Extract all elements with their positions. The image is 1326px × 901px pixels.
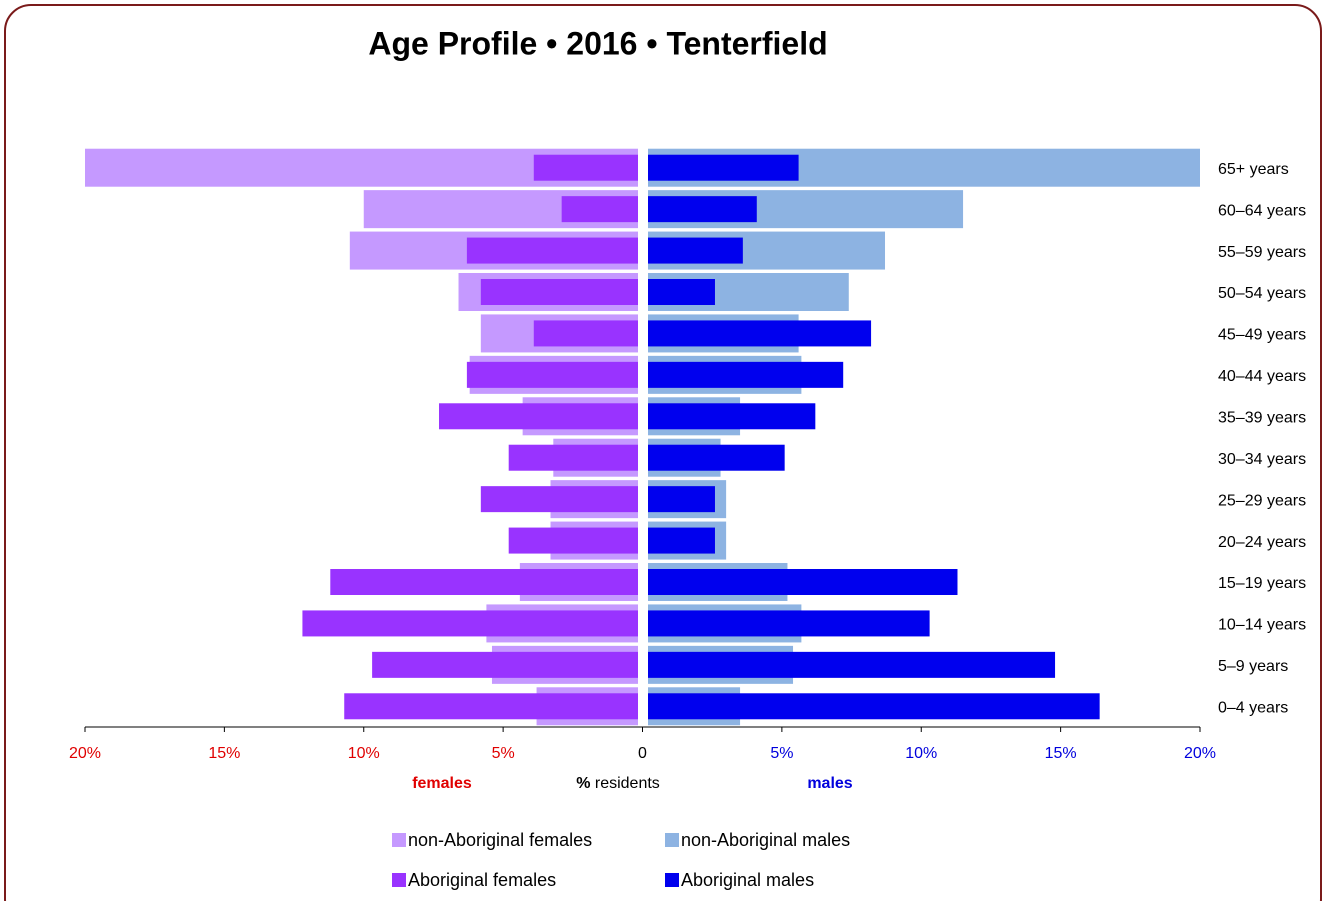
bar	[642, 569, 958, 595]
x-tick-label: 15%	[208, 745, 240, 762]
bar	[508, 444, 643, 471]
chart-title: Age Profile • 2016 • Tenterfield	[368, 25, 827, 61]
legend-swatch	[665, 833, 679, 847]
x-tick-label: 5%	[770, 745, 793, 762]
category-label: 40–44 years	[1218, 368, 1306, 385]
bar	[480, 279, 643, 305]
bar	[533, 154, 643, 181]
bar	[302, 610, 643, 637]
x-axis-label: % residents	[576, 775, 660, 792]
category-label: 0–4 years	[1218, 700, 1288, 717]
category-label: 5–9 years	[1218, 658, 1288, 675]
legend-label: Aboriginal males	[681, 870, 814, 890]
legend-label: Aboriginal females	[408, 870, 556, 890]
bar	[642, 320, 872, 347]
center-gap	[638, 142, 648, 726]
bar	[533, 320, 643, 347]
bar	[466, 361, 643, 388]
bar	[642, 693, 1100, 720]
bar	[642, 651, 1056, 678]
x-axis-label-text: residents	[595, 775, 660, 792]
category-label: 50–54 years	[1218, 285, 1306, 302]
legend-label: non-Aboriginal females	[408, 830, 592, 850]
legend-label: non-Aboriginal males	[681, 830, 850, 850]
category-label: 35–39 years	[1218, 410, 1306, 427]
bar	[330, 569, 643, 595]
bar	[642, 196, 757, 223]
bar	[642, 527, 715, 554]
bar	[642, 361, 844, 388]
bar	[508, 527, 643, 554]
bar	[372, 651, 643, 678]
bar	[439, 403, 643, 430]
category-label: 25–29 years	[1218, 492, 1306, 509]
bar	[561, 196, 643, 223]
x-axis-label-symbol: %	[576, 775, 590, 792]
legend-swatch	[392, 873, 406, 887]
category-label: 60–64 years	[1218, 202, 1306, 219]
category-label: 15–19 years	[1218, 575, 1306, 592]
bar	[642, 444, 785, 471]
legend-swatch	[665, 873, 679, 887]
bar	[642, 154, 799, 181]
bar	[642, 610, 930, 637]
x-tick-label: 10%	[348, 745, 380, 762]
x-tick-label: 0	[638, 745, 647, 762]
x-tick-label: 10%	[905, 745, 937, 762]
x-tick-label: 15%	[1045, 745, 1077, 762]
left-label: females	[412, 775, 472, 792]
bar	[642, 486, 715, 513]
legend-swatch	[392, 833, 406, 847]
bar	[344, 693, 643, 720]
x-tick-label: 20%	[1184, 745, 1216, 762]
bar	[480, 486, 643, 513]
x-tick-label: 20%	[69, 745, 101, 762]
bar	[466, 237, 643, 264]
category-label: 55–59 years	[1218, 244, 1306, 261]
right-label: males	[807, 775, 852, 792]
bar	[642, 237, 743, 264]
bar	[642, 279, 715, 305]
category-label: 10–14 years	[1218, 617, 1306, 634]
bar	[642, 403, 816, 430]
category-label: 30–34 years	[1218, 451, 1306, 468]
category-label: 20–24 years	[1218, 534, 1306, 551]
category-label: 65+ years	[1218, 161, 1289, 178]
x-tick-label: 5%	[492, 745, 515, 762]
category-label: 45–49 years	[1218, 327, 1306, 344]
